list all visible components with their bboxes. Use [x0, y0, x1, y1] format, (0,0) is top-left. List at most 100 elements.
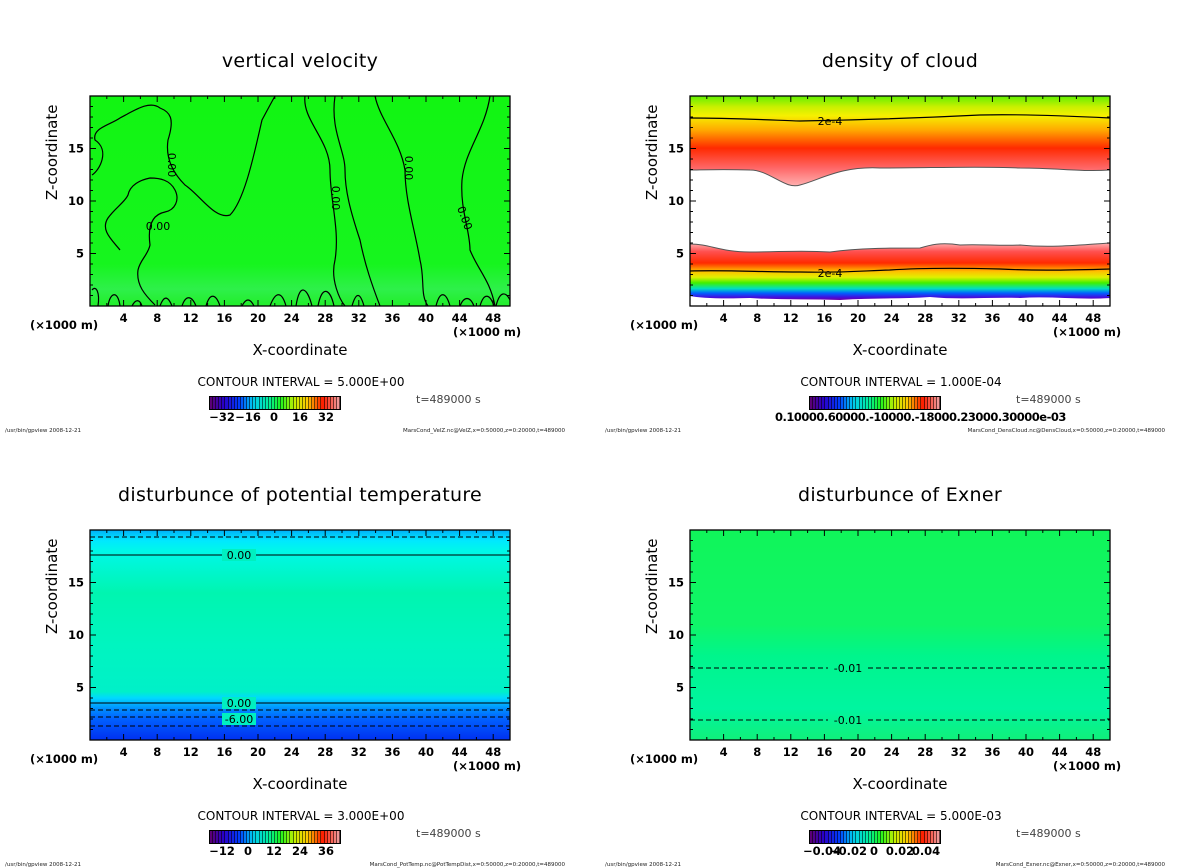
- colorbar-segment: [810, 831, 814, 843]
- panel-potential-temperature: disturbunce of potential temperature 0.0…: [0, 434, 600, 868]
- contour-line: [459, 297, 475, 307]
- x-tick-label: 20: [250, 311, 266, 325]
- colorbar-tick-label: 0: [869, 844, 879, 858]
- colorbar-segment: [819, 397, 823, 409]
- colorbar-segment: [887, 397, 891, 409]
- contour-line: [351, 294, 365, 307]
- x-tick-label: 16: [816, 311, 832, 325]
- colorbar-segment: [228, 831, 232, 843]
- colorbar-segment: [237, 397, 241, 409]
- colorbar-segment: [853, 831, 857, 843]
- colorbar-segment: [234, 831, 238, 843]
- colorbar-segment: [933, 397, 937, 409]
- colorbar-segment: [909, 397, 913, 409]
- time-label: t=489000 s: [1016, 827, 1081, 840]
- colorbar-segment: [822, 397, 826, 409]
- colorbar-segment: [330, 397, 334, 409]
- colorbar-segment: [271, 831, 275, 843]
- contour-label-text: -0.01: [834, 714, 862, 727]
- colorbar-segment: [844, 397, 848, 409]
- time-label: t=489000 s: [416, 393, 481, 406]
- x-tick-label: 8: [753, 311, 761, 325]
- colorbar-segment: [856, 831, 860, 843]
- contour-label-text: 0.00: [165, 153, 178, 178]
- contour-label: -0.01: [834, 714, 862, 727]
- colorbar-segment: [825, 397, 829, 409]
- colorbar-ticks: −32 −16 0 16 32: [200, 410, 350, 424]
- contour-label-text: 0.00: [227, 549, 252, 562]
- contour-line: [91, 95, 276, 217]
- contour-line: [461, 95, 496, 307]
- colorbar-segment: [936, 397, 940, 409]
- colorbar-segment: [813, 397, 817, 409]
- x-tick-label: 8: [753, 745, 761, 759]
- chart-title: vertical velocity: [221, 50, 379, 72]
- contour-label: 0.00: [227, 697, 252, 710]
- x-tick-label: 32: [951, 311, 967, 325]
- colorbar-segment: [828, 397, 832, 409]
- colorbar-segment: [259, 397, 263, 409]
- colorbar-segment: [278, 831, 282, 843]
- contour-label: 2e-4: [818, 115, 843, 128]
- colorbar-segment: [893, 831, 897, 843]
- y-tick-label: 15: [68, 142, 84, 156]
- y-tick-label: 5: [76, 681, 84, 695]
- x-tick-label: 24: [284, 745, 300, 759]
- colorbar-segment: [287, 397, 291, 409]
- colorbar-segment: [265, 397, 269, 409]
- colorbar-segment: [244, 397, 248, 409]
- colorbar-segment: [225, 397, 229, 409]
- colorbar-segment: [293, 831, 297, 843]
- colorbar-segment: [253, 397, 257, 409]
- x-tick-label: 20: [850, 311, 866, 325]
- x-tick-label: 8: [153, 311, 161, 325]
- y-axis-label: Z-coordinate: [43, 104, 61, 200]
- y-tick-label: 10: [68, 628, 84, 642]
- x-tick-label: 44: [1052, 745, 1068, 759]
- colorbar-segment: [899, 831, 903, 843]
- x-tick-label: 12: [183, 745, 199, 759]
- x-tick-label: 36: [984, 745, 1000, 759]
- colorbar-segment: [222, 831, 226, 843]
- colorbar-segment: [844, 831, 848, 843]
- colorbar-segment: [333, 831, 337, 843]
- colorbar-segment: [875, 397, 879, 409]
- colorbar-segment: [887, 831, 891, 843]
- colorbar-segment: [865, 831, 869, 843]
- colorbar-ticks: −12 0 12 24 36: [200, 844, 350, 858]
- x-tick-label: 16: [216, 311, 232, 325]
- x-tick-label: 28: [317, 745, 333, 759]
- colorbar-segment: [868, 397, 872, 409]
- x-tick-label: 4: [120, 745, 128, 759]
- y-axis-label: Z-coordinate: [643, 104, 661, 200]
- x-axis-label: X-coordinate: [852, 341, 948, 359]
- contour-label-text: 0.00: [329, 186, 342, 211]
- x-tick-label: 24: [884, 311, 900, 325]
- colorbar-segment: [284, 397, 288, 409]
- x-tick-label: 8: [153, 745, 161, 759]
- heatmap-field: [690, 530, 1110, 740]
- colorbar-segment: [890, 831, 894, 843]
- colorbar-segment: [816, 397, 820, 409]
- colorbar-segment: [268, 397, 272, 409]
- contour-line: [295, 289, 313, 307]
- x-unit-label-left: (×1000 m): [30, 752, 99, 766]
- contour-label: 0.00: [227, 549, 252, 562]
- colorbar-segment: [262, 831, 266, 843]
- colorbar-tick-label: −16: [235, 410, 261, 424]
- plot-area: 0.000.000.000.000.004 8 12 16 20 24 28 32 36 40 44…: [68, 95, 511, 325]
- footer-source: MarsCond_Exner.nc@Exner,x=0:50000,z=0:20…: [995, 862, 1165, 868]
- colorbar-segment: [318, 831, 322, 843]
- colorbar-tick-label: 36: [317, 844, 335, 858]
- x-tick-label: 40: [418, 311, 434, 325]
- x-tick-label: 32: [351, 311, 367, 325]
- contour-label: 0.00: [329, 186, 342, 211]
- cloud-band-upper: [690, 96, 1110, 186]
- colorbar-segment: [828, 831, 832, 843]
- colorbar-segment: [268, 831, 272, 843]
- colorbar-segment: [213, 831, 217, 843]
- colorbar-segment: [315, 831, 319, 843]
- colorbar-segment: [816, 831, 820, 843]
- colorbar-tick-label: −0.02: [828, 844, 868, 858]
